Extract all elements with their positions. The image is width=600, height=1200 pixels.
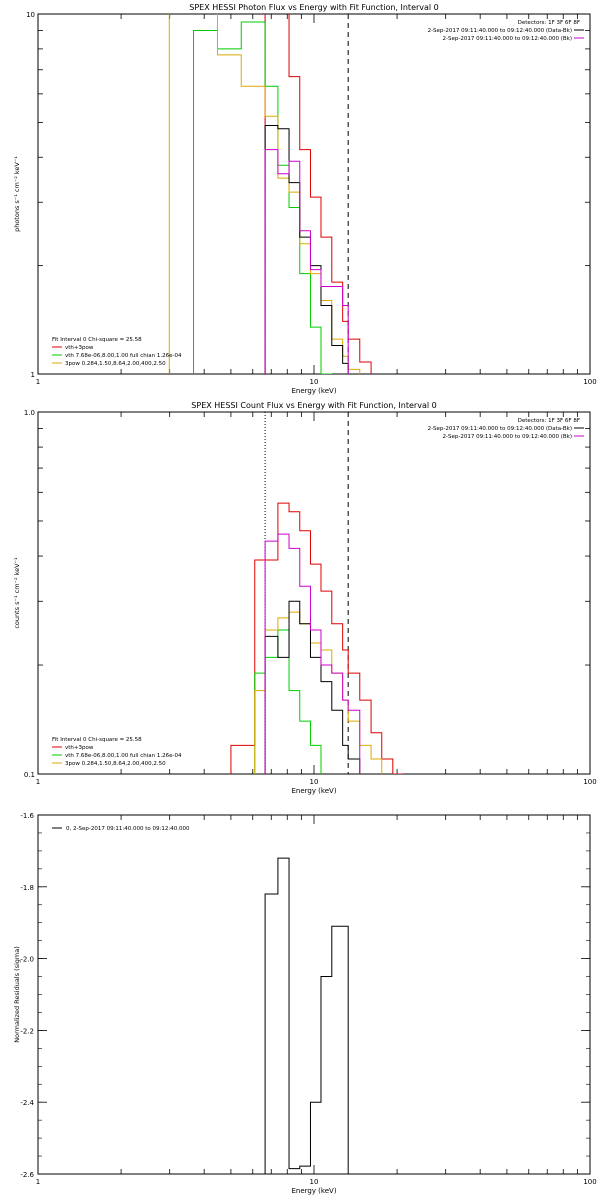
- y-tick-label: 1.0: [24, 409, 35, 417]
- series-line-2: [254, 611, 383, 774]
- detectors-label: Detectors: 1F 3F 6F 8F: [518, 20, 580, 26]
- fit-header: Fit Interval 0 Chi-square = 25.58: [52, 337, 142, 343]
- legend-top-text: 2-Sep-2017 09:11:40.000 to 09:12:40.000 …: [428, 426, 572, 432]
- x-ticks: [120, 412, 578, 774]
- y-tick-label: -2.4: [20, 1099, 34, 1107]
- plot-frame: [37, 814, 591, 1175]
- series-line-1: [193, 21, 333, 374]
- plot-frame: [37, 411, 591, 775]
- x-tick-label: 1: [36, 378, 40, 386]
- x-ticks: [120, 815, 578, 1174]
- series-line-4: [264, 149, 349, 374]
- legend-bottom-text: vth 7.68e-06,8.00,1.00 full chian 1.26e-…: [65, 353, 182, 359]
- legend-bottom-text: vth+3pow: [65, 345, 94, 351]
- y-axis-label: photons s⁻¹ cm⁻² keV⁻¹: [13, 156, 21, 232]
- y-tick-label: -1.8: [20, 884, 34, 892]
- x-tick-label: 1: [36, 778, 40, 786]
- x-ticks: [120, 14, 578, 374]
- y-tick-label: -2.6: [20, 1171, 34, 1179]
- legend-bottom-text: 3pow 0.284,1.50,8.64,2.00,400,2.50: [65, 761, 166, 767]
- plot-area: [168, 14, 372, 374]
- y-axis-label: Normalized Residuals (sigma): [13, 946, 21, 1043]
- y-ticks: [38, 428, 590, 666]
- plot-area: [230, 412, 404, 774]
- legend-bottom-text: vth+3pow: [65, 745, 94, 751]
- y-ticks: [38, 832, 590, 1157]
- count-flux-panel: 1 10 100 Energy (keV) 0.1 1.0 counts s⁻¹ cm⁻² …: [13, 401, 597, 795]
- y-tick-label: -2.0: [20, 956, 34, 964]
- x-tick-label: 10: [310, 1178, 319, 1186]
- y-tick-label: 0.1: [24, 771, 35, 779]
- x-tick-label: 10: [310, 378, 319, 386]
- x-tick-label: 1: [36, 1178, 40, 1186]
- y-tick-label: 1: [31, 371, 35, 379]
- legend-bottom-text: 3pow 0.284,1.50,8.64,2.00,400,2.50: [65, 361, 166, 367]
- series-line-2: [168, 14, 361, 374]
- chart-title: SPEX HESSI Photon Flux vs Energy with Fi…: [189, 3, 439, 12]
- y-tick-label: -1.6: [20, 812, 34, 820]
- series-line-0: [264, 857, 349, 1174]
- plot-frame: [37, 13, 591, 375]
- fit-header: Fit Interval 0 Chi-square = 25.58: [52, 737, 142, 743]
- legend-top-text: 2-Sep-2017 09:11:40.000 to 09:12:40.000 …: [443, 36, 573, 42]
- y-ticks: [38, 30, 590, 267]
- plot-area: [264, 857, 349, 1174]
- legend-top-text: 2-Sep-2017 09:11:40.000 to 09:12:40.000 …: [443, 434, 573, 440]
- x-axis-label: Energy (keV): [291, 787, 336, 795]
- y-tick-label: -2.2: [20, 1027, 34, 1035]
- series-line-3: [264, 600, 361, 774]
- series-line-4: [264, 533, 361, 774]
- residuals-panel: 1 10 100 Energy (keV) -2.6 -2.4 -2.2 -2.0 -1.8 -1…: [13, 812, 597, 1195]
- legend-text: 0, 2-Sep-2017 09:11:40.000 to 09:12:40.0…: [66, 826, 190, 832]
- legend-top-text: 2-Sep-2017 09:11:40.000 to 09:12:40.000 …: [428, 28, 572, 34]
- x-tick-label: 100: [583, 378, 596, 386]
- y-axis-label: counts s⁻¹ cm⁻² keV⁻¹: [13, 557, 21, 629]
- y-tick-label: 10: [26, 11, 35, 19]
- x-tick-label: 10: [310, 778, 319, 786]
- x-axis-label: Energy (keV): [291, 1187, 336, 1195]
- detectors-label: Detectors: 1F 3F 6F 8F: [518, 418, 580, 424]
- x-tick-label: 100: [583, 1178, 596, 1186]
- x-axis-label: Energy (keV): [291, 387, 336, 395]
- series-line-0: [264, 14, 372, 374]
- legend-bottom-text: vth 7.68e-06,8.00,1.00 full chian 1.26e-…: [65, 753, 182, 759]
- chart-title: SPEX HESSI Count Flux vs Energy with Fit…: [191, 401, 436, 410]
- series-line-0: [230, 502, 404, 774]
- photon-flux-panel: 1 10 100 Energy (keV) 1 10 photons s⁻¹ cm⁻² ke…: [13, 3, 597, 395]
- x-tick-label: 100: [583, 778, 596, 786]
